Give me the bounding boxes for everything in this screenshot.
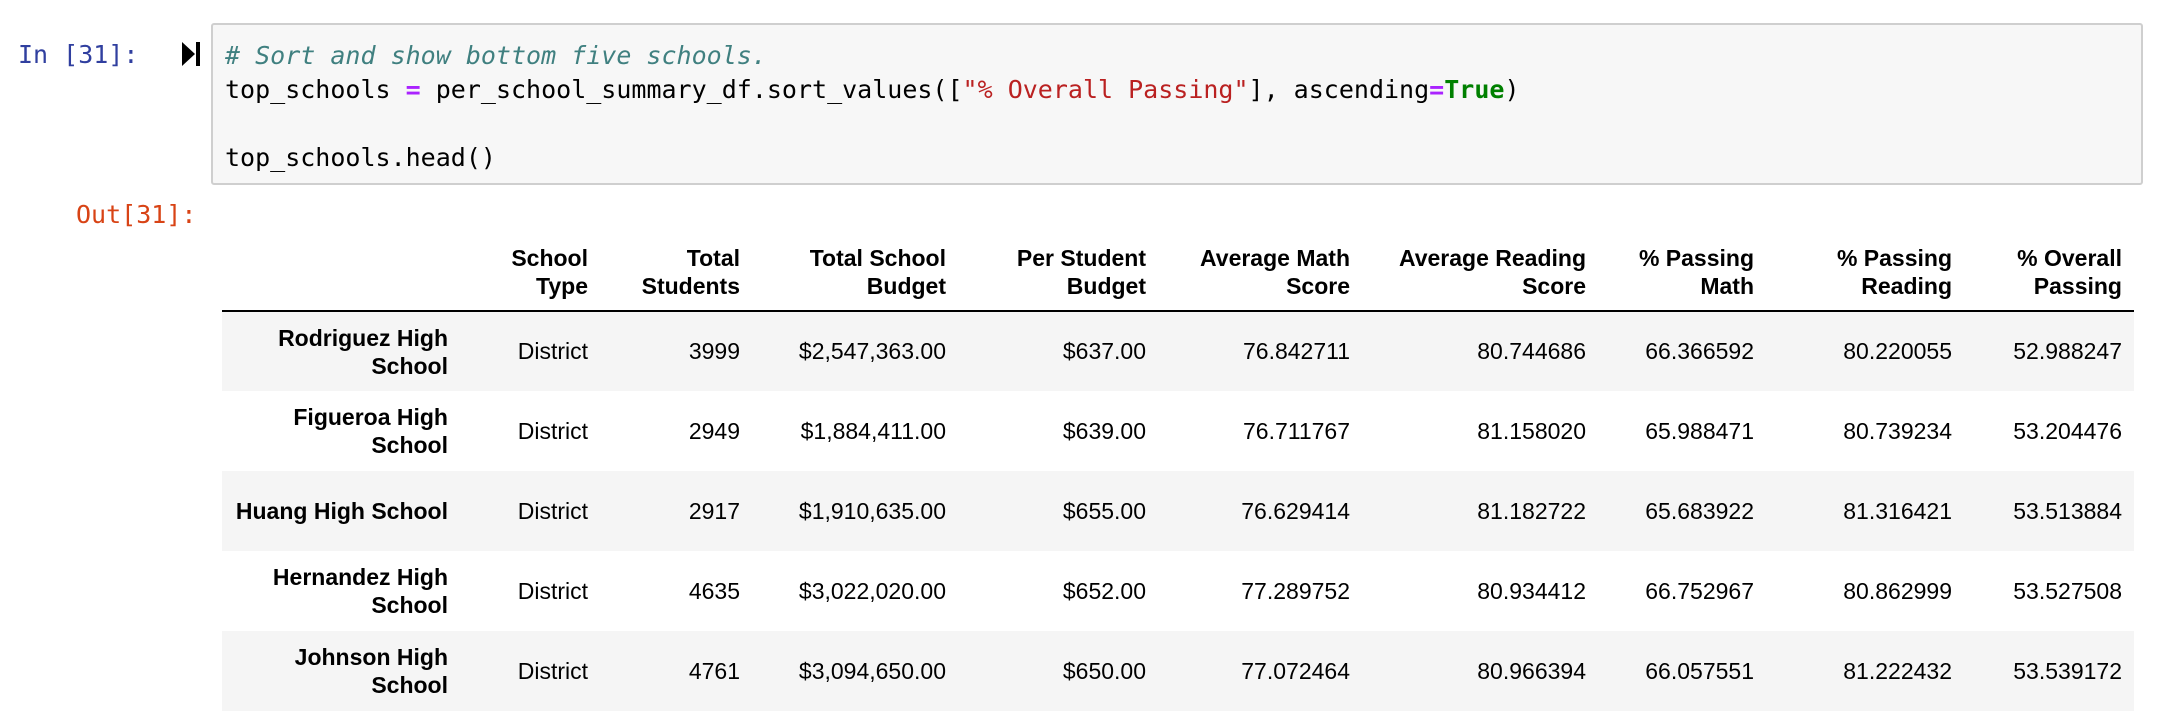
table-cell: $3,022,020.00 <box>798 577 946 604</box>
column-header-index <box>222 230 460 312</box>
row-label: Johnson High School <box>294 644 448 698</box>
table-cell: $2,547,363.00 <box>798 338 946 364</box>
table-cell: District <box>517 497 588 524</box>
table-cell: 81.222432 <box>1843 657 1952 684</box>
column-header: % Passing Reading <box>1766 230 1964 312</box>
table-cell: 80.744686 <box>1477 338 1586 364</box>
table-row: Johnson High School District 4761 $3,094… <box>222 631 2134 711</box>
code-keyword: True <box>1444 75 1505 104</box>
table-cell: 66.057551 <box>1645 657 1754 684</box>
table-cell: 77.289752 <box>1241 577 1350 604</box>
code-token: top_schools <box>225 75 406 104</box>
table-cell: $655.00 <box>1062 497 1146 524</box>
run-cell-icon[interactable] <box>180 40 202 68</box>
input-prompt: In [31]: <box>18 40 139 69</box>
table-cell: 81.158020 <box>1477 417 1586 444</box>
column-header: School Type <box>460 230 600 312</box>
table-cell: 3999 <box>688 338 740 364</box>
column-header: Total Students <box>600 230 752 312</box>
row-label: Rodriguez High School <box>278 324 448 379</box>
code-token: ], ascending <box>1248 75 1430 104</box>
table-cell: 53.527508 <box>2013 577 2122 604</box>
table-cell: 81.182722 <box>1477 497 1586 524</box>
table-cell: District <box>517 577 588 604</box>
column-header: Total School Budget <box>752 230 958 312</box>
table-row: Figueroa High School District 2949 $1,88… <box>222 391 2134 471</box>
row-label: Figueroa High School <box>293 404 448 458</box>
table-cell: $1,910,635.00 <box>798 497 946 524</box>
table-cell: 53.204476 <box>2013 417 2122 444</box>
column-header: % Passing Math <box>1598 230 1766 312</box>
code-editor[interactable]: # Sort and show bottom five schools. top… <box>225 39 1520 175</box>
column-header: Average Math Score <box>1158 230 1362 312</box>
table-cell: $1,884,411.00 <box>800 417 946 444</box>
table-cell: 77.072464 <box>1241 657 1350 684</box>
code-cell[interactable]: # Sort and show bottom five schools. top… <box>211 23 2143 185</box>
table-row: Rodriguez High School District 3999 $2,5… <box>222 311 2134 391</box>
table-cell: 76.629414 <box>1241 497 1350 524</box>
table-cell: 76.842711 <box>1242 338 1350 364</box>
table-cell: 4761 <box>688 657 740 684</box>
table-cell: 65.683922 <box>1645 497 1754 524</box>
code-string: "% Overall Passing" <box>962 75 1249 104</box>
output-prompt: Out[31]: <box>76 200 197 229</box>
table-cell: 65.988471 <box>1645 417 1754 444</box>
table-cell: 80.220055 <box>1843 338 1952 364</box>
column-header: Average Reading Score <box>1362 230 1598 312</box>
table-cell: 80.934412 <box>1477 577 1586 604</box>
code-operator: = <box>1429 75 1445 104</box>
table-cell: 80.966394 <box>1477 657 1586 684</box>
table-cell: 53.539172 <box>2013 657 2122 684</box>
column-header: Per Student Budget <box>958 230 1158 312</box>
table-cell: $639.00 <box>1062 417 1146 444</box>
row-label: Hernandez High School <box>272 564 448 618</box>
table-cell: 2949 <box>688 417 740 444</box>
table-cell: $652.00 <box>1062 577 1146 604</box>
table-cell: 66.752967 <box>1645 577 1754 604</box>
code-comment: # Sort and show bottom five schools. <box>225 41 767 70</box>
table-cell: 80.862999 <box>1843 577 1952 604</box>
table-cell: District <box>517 338 588 364</box>
table-cell: 76.711767 <box>1242 417 1350 444</box>
code-operator: = <box>405 75 421 104</box>
code-token: ) <box>1504 75 1520 104</box>
table-cell: $637.00 <box>1062 338 1146 364</box>
column-header: % Overall Passing <box>1964 230 2134 312</box>
table-cell: District <box>517 657 588 684</box>
table-cell: 2917 <box>688 497 740 524</box>
code-token: per_school_summary_df.sort_values([ <box>420 75 963 104</box>
table-row: Huang High School District 2917 $1,910,6… <box>222 471 2134 551</box>
table-cell: 80.739234 <box>1843 417 1952 444</box>
table-cell: 53.513884 <box>2013 497 2122 524</box>
table-header-row: School Type Total Students Total School … <box>222 230 2134 312</box>
table-cell: $650.00 <box>1062 657 1146 684</box>
code-line: top_schools.head() <box>225 143 496 172</box>
table-cell: 52.988247 <box>2013 338 2122 364</box>
table-row: Hernandez High School District 4635 $3,0… <box>222 551 2134 631</box>
row-label: Huang High School <box>235 498 448 524</box>
table-cell: 4635 <box>688 577 740 604</box>
table-cell: $3,094,650.00 <box>798 657 946 684</box>
table-cell: District <box>517 417 588 444</box>
table-cell: 66.366592 <box>1645 338 1754 364</box>
dataframe-table: School Type Total Students Total School … <box>222 230 2134 711</box>
table-cell: 81.316421 <box>1843 497 1952 524</box>
